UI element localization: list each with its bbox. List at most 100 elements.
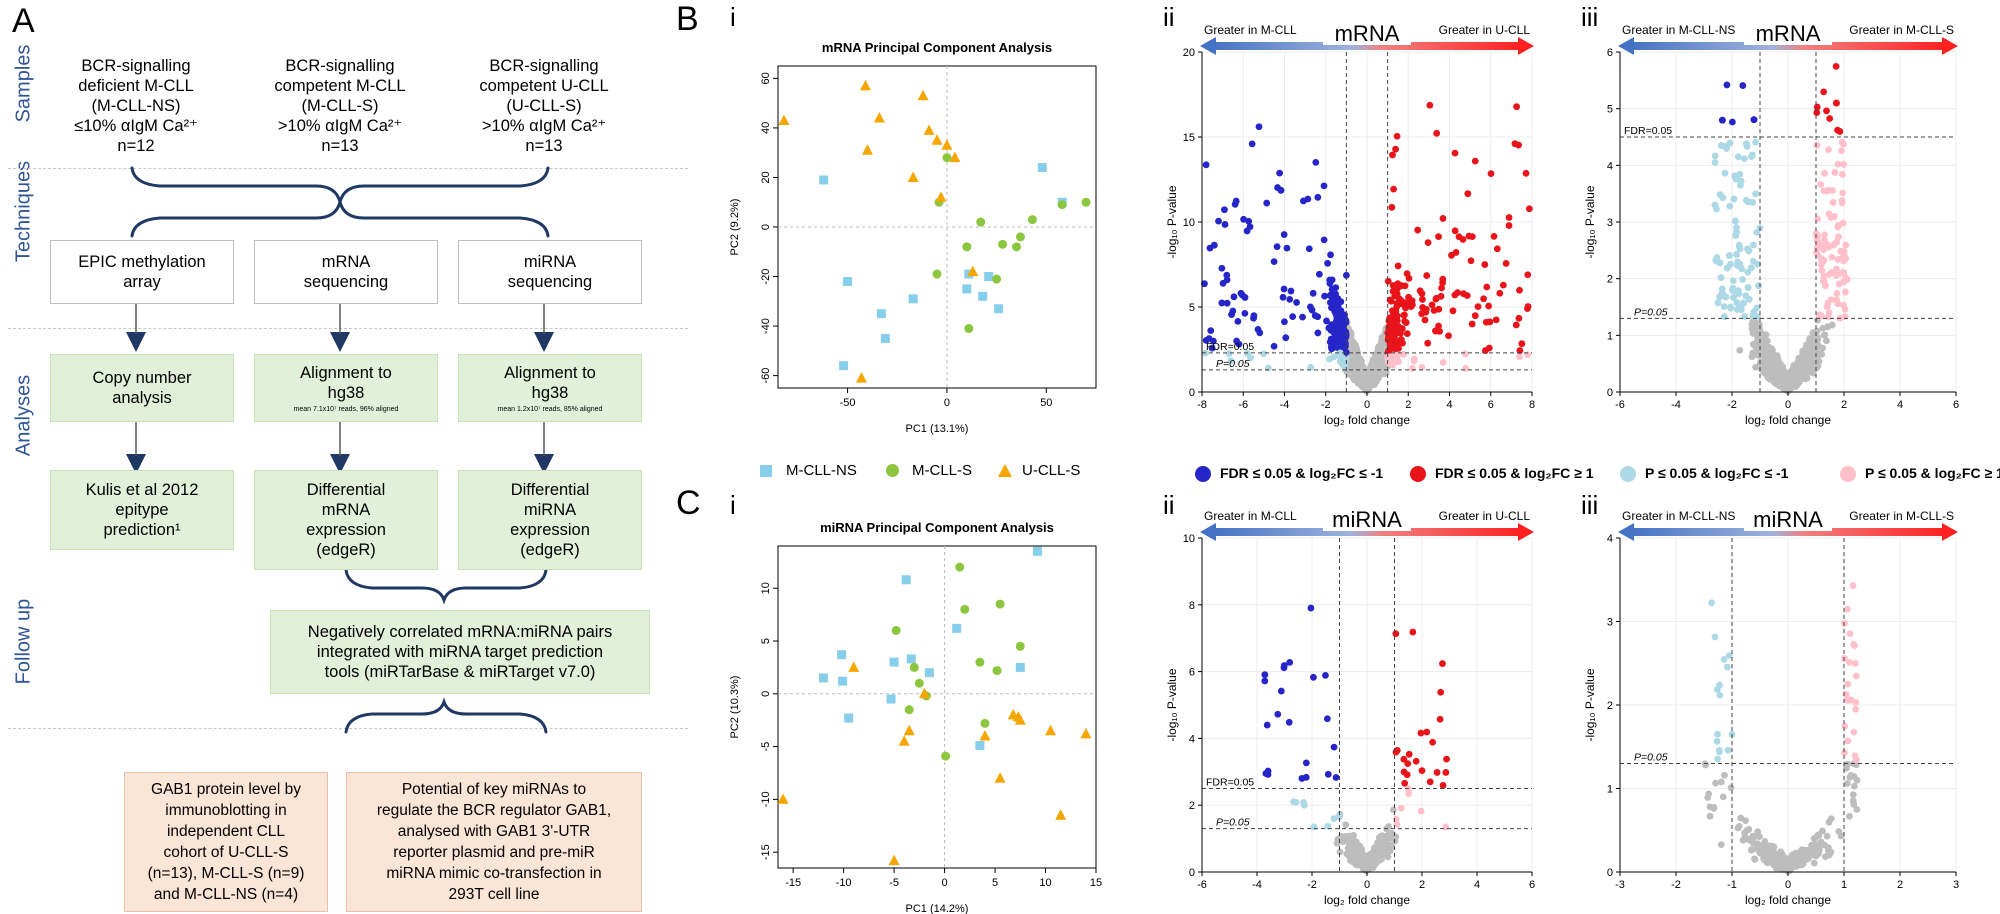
panel-label-b-ii: ii xyxy=(1163,2,1175,32)
volcano-point xyxy=(1346,843,1354,851)
x-axis-label: log₂ fold change xyxy=(1745,893,1831,907)
direction-arrow-left xyxy=(1200,37,1216,55)
volcano-point xyxy=(1740,299,1748,307)
x-tick-label: 0 xyxy=(944,397,950,409)
volcano-point xyxy=(1315,270,1323,278)
fdr-threshold-label: FDR=0.05 xyxy=(1624,125,1672,137)
y-axis-label: -log₁₀ P-value xyxy=(1583,668,1597,741)
volcano-point xyxy=(1732,217,1739,225)
volcano-point xyxy=(1731,172,1739,180)
y-axis-label: -log₁₀ P-value xyxy=(1165,185,1179,258)
volcano-point xyxy=(1726,202,1734,210)
volcano-point xyxy=(1716,681,1723,689)
x-tick-label: 2 xyxy=(1419,879,1425,891)
volcano-point xyxy=(1321,292,1328,300)
volcano-point xyxy=(1337,832,1345,840)
y-tick-label: 15 xyxy=(1183,132,1195,144)
volcano-point xyxy=(1350,832,1357,839)
volcano-point xyxy=(1287,287,1295,295)
volcano-point xyxy=(1429,738,1437,746)
legend-dot-fdr-down xyxy=(1195,466,1211,482)
volcano-point xyxy=(1708,599,1716,607)
legend-label-p-up: P ≤ 0.05 & log₂FC ≥ 1 xyxy=(1865,465,2000,481)
volcano-point xyxy=(1339,361,1347,369)
volcano-point xyxy=(1810,835,1818,843)
y-tick-label: 4 xyxy=(1607,160,1613,172)
volcano-point xyxy=(1310,823,1318,831)
volcano-point xyxy=(1439,660,1446,667)
volcano-point xyxy=(1525,205,1533,213)
volcano-point xyxy=(1336,848,1344,856)
volcano-point xyxy=(1721,169,1729,177)
x-tick-label: 0 xyxy=(1785,879,1791,891)
y-tick-label: 2 xyxy=(1189,800,1195,812)
volcano-point xyxy=(1750,241,1757,249)
volcano-point xyxy=(1350,358,1358,365)
pca-point-m-cll-s xyxy=(975,657,985,667)
x-tick-label: -1 xyxy=(1727,879,1737,891)
pca-point-m-cll-ns xyxy=(843,276,853,286)
volcano-point xyxy=(1496,289,1504,297)
volcano-point xyxy=(1714,755,1721,763)
volcano-point xyxy=(1449,307,1457,315)
volcano-point xyxy=(1738,265,1746,273)
volcano-point xyxy=(1451,149,1459,157)
volcano-point xyxy=(1739,82,1747,89)
volcano-point xyxy=(1310,673,1317,681)
volcano-point xyxy=(1376,355,1384,363)
volcano-point xyxy=(1368,361,1376,369)
volcano-point xyxy=(1754,840,1761,848)
volcano-point xyxy=(1518,340,1526,348)
volcano-point xyxy=(1842,255,1849,262)
pca-point-m-cll-ns xyxy=(880,333,890,343)
volcano-point xyxy=(1522,169,1530,177)
legend-label-u-cll-s: U-CLL-S xyxy=(1022,462,1081,479)
pca-point-u-cll-s xyxy=(777,793,789,804)
volcano-point xyxy=(1264,771,1272,778)
x-tick-label: -2 xyxy=(1307,879,1317,891)
pca-point-m-cll-s xyxy=(962,242,972,252)
volcano-point xyxy=(1762,345,1769,353)
molecule-title: miRNA xyxy=(1753,507,1823,532)
volcano-point xyxy=(1836,128,1844,135)
volcano-point xyxy=(1405,274,1413,282)
volcano-point xyxy=(1355,374,1363,382)
volcano-point xyxy=(1840,161,1848,168)
x-tick-label: -15 xyxy=(785,877,801,889)
pca-point-m-cll-ns xyxy=(1037,163,1047,173)
volcano-point xyxy=(1850,782,1858,790)
volcano-point xyxy=(1299,313,1306,321)
volcano-point xyxy=(1803,847,1811,855)
molecule-title: mRNA xyxy=(1335,21,1400,46)
y-tick-label: 0 xyxy=(760,691,772,697)
volcano-point xyxy=(1302,773,1310,781)
technique-mrna-seq: mRNA sequencing xyxy=(254,240,438,304)
volcano-point xyxy=(1418,363,1426,371)
pca-point-m-cll-ns xyxy=(901,575,911,585)
volcano-point xyxy=(1328,276,1336,284)
volcano-point xyxy=(1401,779,1409,787)
volcano-point xyxy=(1755,846,1762,854)
fdr-threshold-label: FDR=0.05 xyxy=(1206,777,1254,789)
volcano-point xyxy=(1300,798,1307,806)
volcano-point xyxy=(1842,241,1850,249)
volcano-point xyxy=(1716,293,1724,301)
volcano-point xyxy=(1202,336,1210,344)
pca-point-u-cll-s xyxy=(1045,724,1057,736)
volcano-point xyxy=(1734,153,1742,161)
volcano-point xyxy=(1716,691,1724,699)
x-axis-label: PC1 (13.1%) xyxy=(906,423,969,435)
y-tick-label: 3 xyxy=(1607,617,1613,629)
volcano-point xyxy=(1734,287,1742,295)
y-tick-label: -10 xyxy=(760,791,772,807)
x-tick-label: -5 xyxy=(889,877,899,889)
volcano-mrna-ns-s: Greater in M-CLL-NS Greater in M-CLL-S mRN… xyxy=(1583,21,1959,427)
volcano-point xyxy=(1209,337,1217,345)
volcano-point xyxy=(1394,326,1401,334)
volcano-point xyxy=(1733,251,1740,258)
volcano-point xyxy=(1412,757,1420,765)
volcano-point xyxy=(1485,302,1493,310)
volcano-point xyxy=(1421,316,1429,324)
sample-group-u-cll-s: BCR-signalling competent U-CLL (U-CLL-S) >1… xyxy=(479,57,609,155)
volcano-point xyxy=(1343,850,1351,858)
